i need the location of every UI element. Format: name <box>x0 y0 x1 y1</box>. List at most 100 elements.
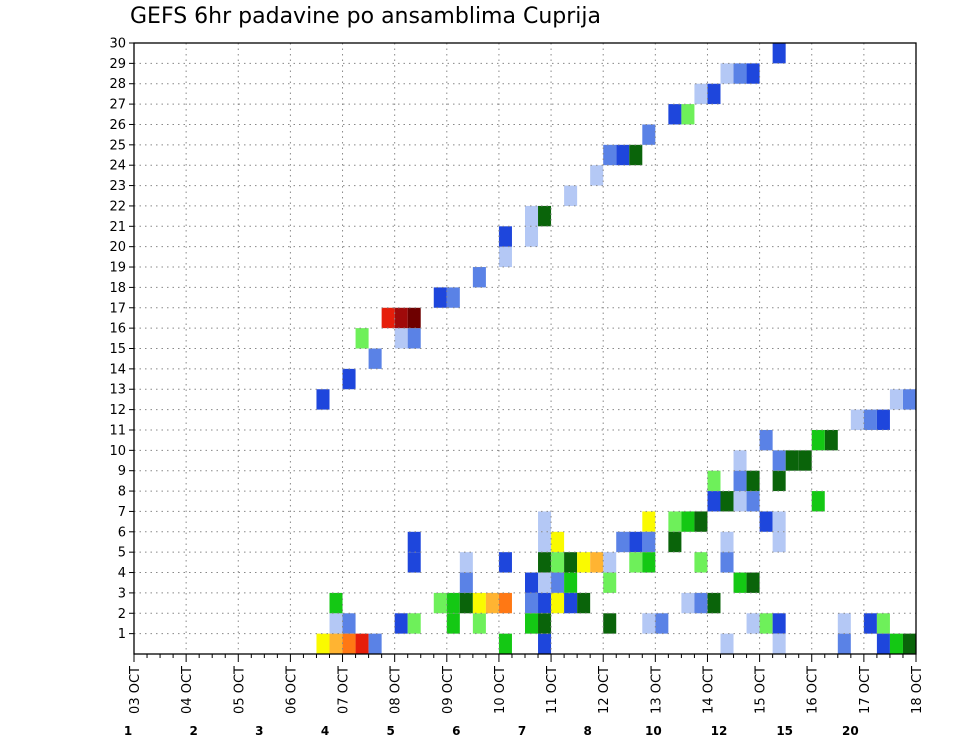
y-tick-label: 13 <box>109 383 126 398</box>
heatmap-cell <box>538 531 552 553</box>
y-tick-label: 17 <box>109 301 126 316</box>
heatmap-cell <box>394 613 408 634</box>
heatmap-cell <box>707 83 721 105</box>
heatmap-cell <box>407 552 421 573</box>
heatmap-cell <box>733 470 747 492</box>
heatmap-cell <box>538 613 552 634</box>
heatmap-cell <box>551 552 565 573</box>
heatmap-cell <box>759 429 773 451</box>
heatmap-cell <box>746 572 760 593</box>
heatmap-cell <box>381 307 395 329</box>
colorbar-label: 5 <box>386 724 394 738</box>
x-tick-label: 07 OCT <box>337 666 352 714</box>
heatmap-cell <box>538 552 552 573</box>
x-tick-label: 16 OCT <box>806 666 821 714</box>
heatmap-cell <box>629 552 643 573</box>
heatmap-cell <box>629 531 643 553</box>
colorbar-label: 10 <box>645 724 662 738</box>
y-tick-label: 19 <box>109 261 126 276</box>
heatmap-cell <box>564 572 578 593</box>
heatmap-cell <box>446 592 460 614</box>
heatmap-cell <box>785 450 799 471</box>
heatmap-cell <box>525 205 539 227</box>
y-tick-label: 16 <box>109 322 126 337</box>
heatmap-cell <box>407 531 421 553</box>
y-tick-label: 5 <box>118 546 126 561</box>
y-tick-label: 6 <box>118 525 126 540</box>
x-tick-label: 09 OCT <box>441 666 456 714</box>
heatmap-cell <box>329 613 343 634</box>
heatmap-cell <box>681 511 695 532</box>
heatmap-cell <box>577 552 591 573</box>
heatmap-cell <box>394 307 408 329</box>
y-tick-label: 15 <box>109 342 126 357</box>
heatmap-cell <box>811 429 825 451</box>
y-tick-label: 14 <box>109 362 126 377</box>
heatmap-cell <box>538 592 552 614</box>
heatmap-cell <box>564 552 578 573</box>
heatmap-cell <box>707 470 721 492</box>
heatmap-cell <box>720 63 734 84</box>
heatmap-cell <box>498 592 512 614</box>
heatmap-cell <box>772 470 786 492</box>
heatmap-cell <box>355 328 369 349</box>
heatmap-cell <box>342 368 356 390</box>
heatmap-cell <box>407 328 421 349</box>
y-tick-label: 1 <box>118 627 126 642</box>
x-tick-label: 13 OCT <box>649 666 664 714</box>
heatmap-cell <box>616 144 630 166</box>
heatmap-cell <box>316 633 330 654</box>
x-tick-label: 10 OCT <box>493 666 508 714</box>
heatmap-cell <box>694 552 708 573</box>
y-tick-label: 30 <box>109 37 126 52</box>
y-tick-label: 23 <box>109 179 126 194</box>
heatmap-cell <box>394 328 408 349</box>
heatmap-cell <box>772 450 786 471</box>
heatmap-cell <box>668 531 682 553</box>
colorbar-label: 20 <box>842 724 859 738</box>
y-tick-label: 4 <box>118 566 126 581</box>
heatmap-cell <box>707 491 721 512</box>
heatmap-cell <box>720 633 734 654</box>
heatmap-cell <box>733 450 747 471</box>
heatmap-cell <box>902 633 916 654</box>
heatmap-cell <box>759 613 773 634</box>
heatmap-cell <box>889 633 903 654</box>
heatmap-cell <box>525 226 539 247</box>
heatmap-cell <box>837 613 851 634</box>
heatmap-cell <box>472 267 486 288</box>
x-tick-label: 03 OCT <box>128 666 143 714</box>
heatmap-cell <box>590 165 604 186</box>
colorbar-label: 6 <box>452 724 460 738</box>
colorbar-label: 4 <box>321 724 329 738</box>
heatmap-cell <box>772 613 786 634</box>
heatmap-cell <box>459 572 473 593</box>
heatmap-cell <box>498 552 512 573</box>
heatmap-cell <box>902 389 916 410</box>
heatmap-cell <box>733 491 747 512</box>
heatmap-cell <box>876 633 890 654</box>
heatmap-cell <box>642 613 656 634</box>
heatmap-cell <box>329 592 343 614</box>
colorbar-label: 8 <box>583 724 591 738</box>
y-tick-label: 27 <box>109 98 126 113</box>
heatmap-cell <box>577 592 591 614</box>
heatmap-cell <box>446 613 460 634</box>
heatmap-cell <box>798 450 812 471</box>
heatmap-cell <box>446 287 460 308</box>
heatmap-cell <box>642 531 656 553</box>
y-tick-label: 24 <box>109 159 126 174</box>
heatmap-cell <box>551 592 565 614</box>
heatmap-cell <box>498 226 512 247</box>
heatmap-cell <box>564 185 578 206</box>
heatmap-cell <box>824 429 838 451</box>
heatmap-cell <box>876 613 890 634</box>
y-tick-label: 21 <box>109 220 126 235</box>
heatmap-cell <box>746 470 760 492</box>
heatmap-cell <box>863 613 877 634</box>
heatmap-cell <box>603 613 617 634</box>
heatmap-cell <box>551 531 565 553</box>
heatmap-cell <box>525 613 539 634</box>
heatmap-cell <box>355 633 369 654</box>
x-tick-label: 17 OCT <box>858 666 873 714</box>
